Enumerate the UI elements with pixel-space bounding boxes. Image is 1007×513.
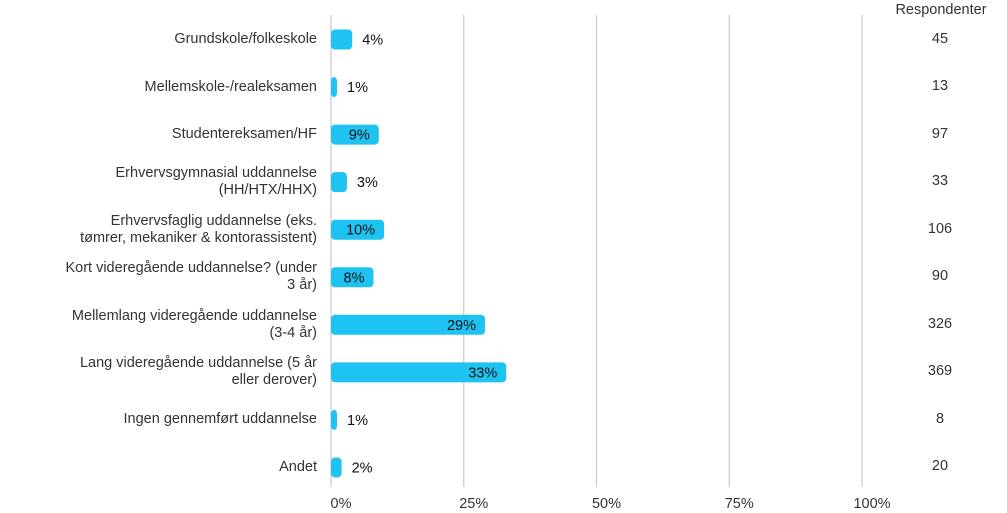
category-label: Erhvervsfaglig uddannelse (eks. tømrer, m… [0,213,317,247]
category-label-line: Erhvervsfaglig uddannelse (eks. [110,212,317,229]
bar-value-label: 29% [447,318,476,334]
bar-value-label: 4% [362,33,383,49]
respondents-value: 326 [927,315,953,332]
category-label: Kort videregående uddannelse? (under 3 år… [0,260,317,294]
bar [331,267,374,288]
bar [331,77,337,98]
category-label: Andet [0,459,317,476]
category-label-line: 3 år) [287,277,317,294]
respondents-value: 369 [927,363,953,380]
category-label-line: Mellemskole-/realeksamen [144,78,317,95]
bar-value-label: 1% [347,413,368,429]
category-label-line: Kort videregående uddannelse? (under [65,260,317,277]
category-label-line: (3-4 år) [269,324,317,341]
category-label: Lang videregående uddannelse (5 år eller … [0,355,317,389]
respondents-value: 45 [931,30,949,47]
x-tick-label: 25% [459,496,488,512]
bar-value-label: 9% [349,128,370,144]
x-tick-label: 0% [331,496,352,512]
category-label-line: Erhvervsgymnasial uddannelse [115,165,318,182]
category-label: Grundskole/folkeskole [0,31,317,48]
respondents-value: 33 [931,173,949,190]
category-label: Studentereksamen/HF [0,126,317,143]
grid-lines [330,15,863,487]
respondents-header: Respondenter [895,2,987,18]
bar [331,457,342,478]
x-tick-label: 75% [725,496,754,512]
bar [331,314,485,335]
bar-value-label: 8% [344,270,365,286]
x-axis-ticks: 0% 25% 50% 75% 100% [331,496,891,512]
bar-value-label: 33% [468,365,497,381]
category-label: Erhvervsgymnasial uddannelse (HH/HTX/HHX) [0,165,318,199]
x-tick-label: 100% [853,496,890,512]
bar [331,124,379,145]
respondents-value: 20 [931,458,949,475]
category-label: Mellemskole-/realeksamen [0,79,317,96]
bar [331,29,353,50]
category-label-line: eller derover) [231,372,317,389]
respondents-value: 90 [931,268,949,285]
bar-value-label: 1% [347,80,368,96]
bar [331,362,507,383]
category-label-line: Mellemlang videregående uddannelse [71,307,317,324]
bar [331,172,347,193]
bar-value-label: 10% [346,223,375,239]
bars: 4% 1% 9% 3% 10% 8% 29% 33% 1% 2% [331,29,507,478]
category-label: Ingen gennemført uddannelse [0,411,317,428]
bar [331,409,337,430]
x-tick-label: 50% [592,496,621,512]
category-label-line: Grundskole/folkeskole [174,31,317,47]
category-label-line: tømrer, mekaniker & kontorassistent) [80,229,317,246]
respondents-value: 97 [931,125,949,142]
bar-value-label: 3% [357,175,378,191]
bar-value-label: 2% [352,460,373,476]
respondents-value: 106 [927,220,953,237]
bar [331,219,385,240]
respondents-value: 13 [931,78,949,95]
category-label-line: Andet [279,458,317,475]
category-label-line: Lang videregående uddannelse (5 år [79,355,317,372]
category-label-line: Ingen gennemført uddannelse [123,411,317,428]
respondents-value: 8 [935,410,945,427]
category-label: Mellemlang videregående uddannelse (3-4 å… [0,308,317,342]
category-label-line: Studentereksamen/HF [171,126,317,143]
category-label-line: (HH/HTX/HHX) [218,182,317,199]
